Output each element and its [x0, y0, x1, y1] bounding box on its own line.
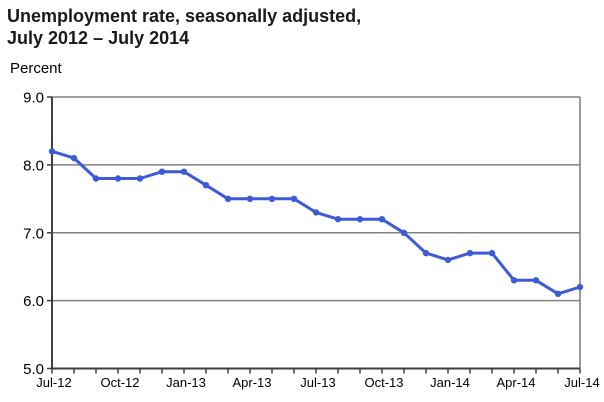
- x-axis-label: Jul-12: [36, 375, 71, 390]
- y-axis-label: 5.0: [23, 361, 44, 378]
- y-axis-label: 8.0: [23, 157, 44, 174]
- data-point: [488, 249, 496, 257]
- data-point: [378, 216, 386, 223]
- x-axis-label: Jul-13: [300, 375, 335, 390]
- data-point: [466, 249, 474, 257]
- y-axis-title: Percent: [10, 60, 62, 77]
- data-point: [312, 209, 320, 216]
- data-point: [246, 195, 254, 202]
- data-point: [92, 175, 100, 182]
- chart-title: Unemployment rate, seasonally adjusted, …: [7, 5, 361, 49]
- data-point: [334, 216, 342, 223]
- y-axis-label: 9.0: [23, 90, 44, 107]
- data-point: [576, 283, 584, 291]
- data-point: [114, 175, 122, 182]
- data-point: [48, 148, 56, 155]
- data-point: [202, 182, 210, 189]
- data-point: [444, 256, 452, 264]
- x-axis-label: Oct-12: [100, 375, 139, 390]
- x-axis-label: Apr-14: [496, 375, 535, 390]
- data-point: [224, 195, 232, 202]
- data-point: [70, 154, 78, 162]
- data-point: [268, 195, 276, 202]
- chart-title-line2: July 2012 – July 2014: [7, 28, 190, 48]
- data-line: [50, 149, 582, 296]
- chart-title-line1: Unemployment rate, seasonally adjusted,: [7, 6, 362, 26]
- data-point: [136, 175, 144, 182]
- data-point: [400, 229, 408, 236]
- data-point: [554, 290, 562, 297]
- data-point: [356, 216, 364, 223]
- data-point: [180, 168, 188, 175]
- y-axis-label: 7.0: [23, 225, 44, 242]
- x-axis-label: Oct-13: [364, 375, 403, 390]
- data-point: [158, 168, 166, 175]
- x-axis-label: Jul-14: [564, 375, 599, 390]
- data-point: [290, 195, 298, 202]
- x-axis-label: Apr-13: [232, 375, 271, 390]
- data-point: [532, 277, 540, 284]
- y-axis-label: 6.0: [23, 293, 44, 310]
- x-axis-label: Jan-14: [430, 375, 470, 390]
- data-point: [422, 249, 430, 257]
- data-point: [510, 277, 518, 284]
- x-axis-label: Jan-13: [166, 375, 206, 390]
